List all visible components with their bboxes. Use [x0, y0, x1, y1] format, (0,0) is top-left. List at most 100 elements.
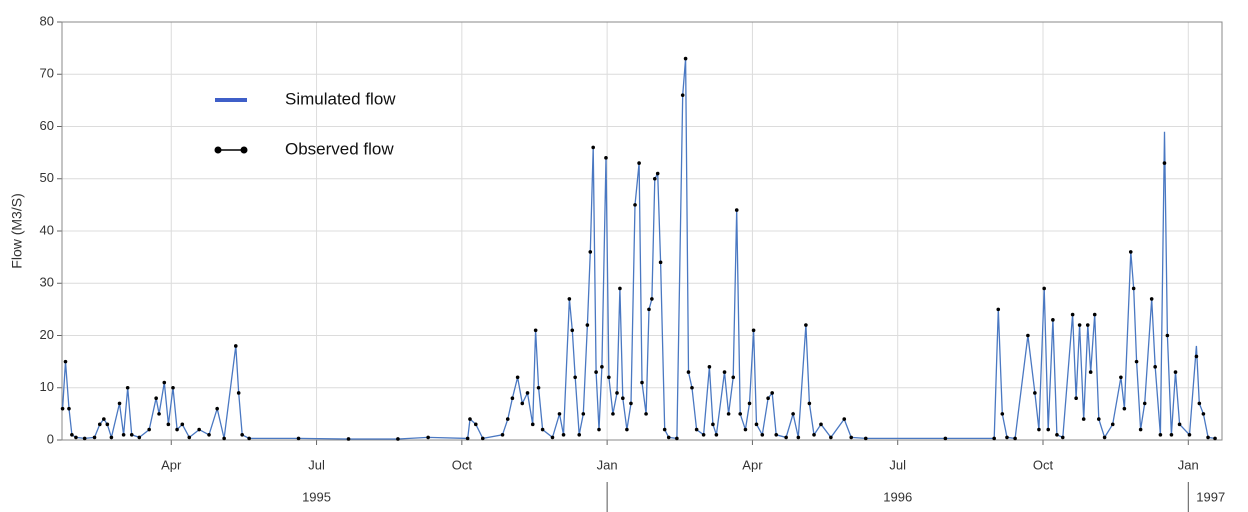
observed-point [644, 412, 648, 416]
observed-point [1149, 297, 1154, 301]
observed-point [1042, 286, 1046, 291]
observed-point [1142, 401, 1147, 406]
observed-point [655, 171, 660, 176]
observed-point [1173, 370, 1178, 374]
observed-point [346, 437, 351, 441]
observed-point [82, 436, 87, 441]
observed-point [766, 396, 770, 401]
observed-point [121, 432, 126, 437]
observed-point [1134, 359, 1139, 364]
x-tick-label: Jul [889, 457, 906, 472]
observed-point [615, 391, 619, 395]
observed-point [105, 422, 110, 427]
legend-swatch [240, 146, 248, 154]
observed-point [629, 401, 633, 406]
observed-point [233, 344, 238, 348]
observed-point [807, 401, 812, 406]
observed-point [1213, 436, 1217, 441]
observed-point [760, 432, 765, 437]
observed-point [829, 435, 833, 440]
observed-point [996, 307, 1001, 312]
observed-point [722, 370, 727, 374]
observed-point [751, 328, 756, 333]
observed-point [426, 435, 430, 440]
observed-point [591, 145, 595, 150]
observed-point [992, 436, 996, 441]
observed-point [662, 427, 667, 432]
observed-point [1046, 427, 1051, 432]
observed-point [540, 427, 545, 432]
observed-point [197, 427, 201, 432]
observed-point [796, 435, 801, 440]
observed-point [473, 422, 478, 427]
observed-point [1088, 370, 1093, 374]
observed-point [154, 396, 158, 401]
observed-point [1085, 323, 1090, 327]
observed-point [1197, 401, 1202, 406]
observed-point [525, 391, 530, 395]
observed-point [175, 427, 179, 432]
observed-point [147, 427, 151, 432]
observed-point [515, 375, 520, 380]
observed-point [1102, 435, 1107, 440]
observed-point [714, 432, 719, 437]
observed-point [754, 422, 759, 427]
observed-point [1119, 375, 1123, 380]
observed-point [694, 427, 699, 432]
observed-point [117, 401, 122, 406]
observed-point [1177, 422, 1182, 427]
year-label: 1996 [883, 489, 912, 504]
observed-point [1081, 417, 1086, 421]
observed-point [1110, 422, 1115, 427]
legend-label: Observed flow [285, 139, 394, 158]
x-tick-label: Apr [161, 457, 182, 472]
observed-point [658, 260, 663, 265]
observed-point [207, 432, 211, 437]
year-label: 1997 [1196, 489, 1225, 504]
y-tick-label: 0 [47, 431, 54, 446]
observed-point [707, 365, 712, 369]
observed-point [1000, 412, 1005, 416]
observed-point [505, 417, 510, 421]
observed-point [102, 417, 106, 421]
observed-point [180, 422, 185, 427]
observed-point [1187, 432, 1192, 437]
observed-point [520, 401, 525, 406]
x-tick-label: Jan [1178, 457, 1199, 472]
observed-point [1026, 333, 1030, 338]
x-tick-label: Jul [308, 457, 325, 472]
observed-point [573, 375, 577, 380]
observed-point [215, 406, 219, 411]
observed-point [1051, 318, 1055, 322]
observed-point [863, 436, 868, 441]
observed-point [296, 436, 301, 441]
observed-point [647, 307, 651, 312]
observed-point [166, 422, 171, 427]
observed-point [604, 156, 608, 160]
observed-point [109, 435, 114, 440]
observed-point [129, 432, 134, 437]
observed-point [618, 286, 622, 291]
observed-point [1096, 417, 1101, 421]
observed-point [97, 422, 102, 427]
observed-point [1162, 161, 1167, 165]
observed-point [600, 365, 604, 369]
observed-point [1194, 354, 1199, 359]
observed-point [500, 432, 505, 437]
observed-point [747, 401, 752, 406]
observed-point [557, 412, 562, 416]
observed-point [581, 412, 586, 416]
observed-point [585, 323, 590, 327]
observed-point [726, 412, 731, 416]
observed-point [1201, 412, 1206, 416]
x-tick-label: Apr [742, 457, 763, 472]
observed-point [1037, 427, 1041, 432]
observed-point [222, 436, 226, 441]
observed-point [1060, 435, 1065, 440]
observed-point [1138, 427, 1143, 432]
observed-point [1158, 432, 1163, 437]
observed-point [92, 435, 97, 440]
observed-point [588, 250, 593, 254]
observed-point [738, 412, 743, 416]
observed-point [743, 427, 748, 432]
